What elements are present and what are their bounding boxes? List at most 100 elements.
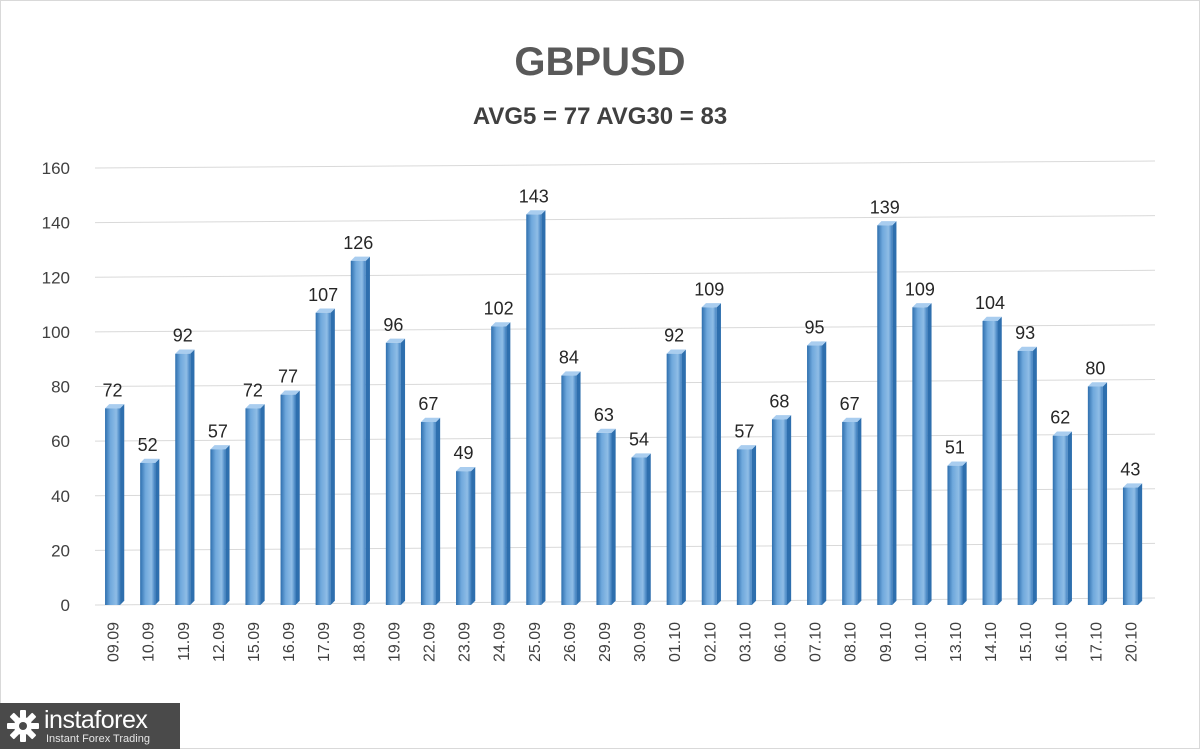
y-tick-label: 20 bbox=[51, 541, 70, 560]
bar-top bbox=[666, 349, 686, 354]
bar-top bbox=[807, 341, 827, 346]
bar-front bbox=[912, 307, 928, 605]
bar-side bbox=[506, 322, 511, 605]
bar bbox=[701, 303, 721, 605]
bar-top bbox=[105, 404, 125, 409]
bar bbox=[912, 303, 932, 605]
x-axis-ticks: 09.09 10.09 11.09 12.09 15.09 16.09 17.09 18.09… bbox=[106, 622, 1141, 662]
bar-side bbox=[260, 404, 265, 605]
gear-icon bbox=[7, 710, 39, 742]
bar-top bbox=[982, 316, 1002, 321]
bars bbox=[105, 210, 1143, 605]
x-tick-label: 25.09 bbox=[527, 622, 544, 662]
bar-side bbox=[365, 256, 370, 605]
data-label: 57 bbox=[734, 421, 754, 441]
gridline-6 bbox=[94, 269, 1156, 278]
x-tick-label: 10.09 bbox=[141, 622, 158, 662]
bar-front bbox=[947, 465, 963, 605]
data-label: 109 bbox=[905, 279, 935, 299]
x-tick-label: 02.10 bbox=[702, 622, 719, 662]
bar-top bbox=[771, 415, 792, 420]
bar-side bbox=[471, 466, 476, 605]
bar-side bbox=[295, 390, 300, 605]
x-tick-label: 29.09 bbox=[597, 622, 614, 662]
data-label: 67 bbox=[418, 394, 438, 414]
watermark-logo: instaforex Instant Forex Trading bbox=[0, 703, 180, 749]
bar-top bbox=[315, 308, 335, 313]
data-label: 77 bbox=[278, 367, 298, 387]
bar-front bbox=[1087, 386, 1103, 605]
bar-front bbox=[491, 326, 507, 605]
bar-side bbox=[1067, 431, 1072, 605]
bar bbox=[210, 445, 230, 605]
bar-front bbox=[736, 449, 752, 605]
watermark-name: instaforex bbox=[44, 706, 148, 734]
bar-side bbox=[1032, 346, 1037, 605]
x-tick-label: 19.09 bbox=[386, 622, 403, 662]
data-labels: 72 52 92 57 72 77 107 126 96 67 49 102 143 84 63 54 92 10… bbox=[103, 186, 1141, 479]
x-tick-label: 09.09 bbox=[106, 622, 123, 662]
x-tick-label: 16.09 bbox=[281, 622, 298, 662]
data-label: 92 bbox=[173, 326, 193, 346]
bar-side bbox=[576, 371, 581, 605]
gridline-7 bbox=[94, 215, 1156, 224]
x-tick-label: 12.09 bbox=[211, 622, 228, 662]
x-tick-label: 22.09 bbox=[421, 622, 438, 662]
chart-title: GBPUSD bbox=[514, 40, 686, 84]
bar-top bbox=[877, 221, 897, 226]
x-tick-label: 08.10 bbox=[843, 622, 860, 662]
bar-top bbox=[631, 453, 651, 458]
data-label: 43 bbox=[1120, 460, 1140, 480]
bar-side bbox=[646, 453, 651, 605]
x-tick-label: 16.10 bbox=[1053, 622, 1070, 662]
bar-side bbox=[1137, 483, 1143, 605]
bar-front bbox=[807, 345, 823, 605]
bar-side bbox=[155, 458, 160, 605]
bar-front bbox=[561, 375, 577, 605]
y-tick-label: 160 bbox=[42, 159, 70, 178]
gridline-0 bbox=[94, 597, 1156, 606]
y-tick-label: 120 bbox=[42, 268, 70, 287]
bar bbox=[947, 461, 967, 605]
gridline-5 bbox=[94, 324, 1156, 333]
x-tick-label: 15.09 bbox=[246, 622, 263, 662]
bar-top bbox=[175, 349, 195, 354]
data-label: 68 bbox=[769, 391, 789, 411]
bar bbox=[1017, 346, 1037, 605]
bar-top bbox=[1052, 431, 1072, 436]
bar-front bbox=[1017, 350, 1033, 605]
x-tick-label: 17.09 bbox=[316, 622, 333, 662]
data-label: 67 bbox=[840, 394, 860, 414]
bar-top bbox=[561, 371, 581, 376]
bar bbox=[315, 308, 335, 605]
bar-side bbox=[962, 461, 967, 605]
bar bbox=[175, 349, 195, 605]
bar-top bbox=[140, 458, 160, 463]
y-tick-label: 100 bbox=[42, 323, 70, 342]
bar-front bbox=[280, 394, 296, 605]
bar bbox=[561, 371, 581, 605]
bar-front bbox=[982, 320, 998, 605]
bar-front bbox=[701, 307, 717, 605]
x-tick-label: 20.10 bbox=[1123, 622, 1140, 662]
bar bbox=[631, 453, 651, 605]
bar-side bbox=[997, 316, 1002, 605]
bar-front bbox=[420, 422, 436, 605]
x-tick-label: 18.09 bbox=[351, 622, 368, 662]
x-tick-label: 09.10 bbox=[878, 622, 895, 662]
data-label: 126 bbox=[343, 233, 373, 253]
bar bbox=[982, 316, 1002, 605]
bar-front bbox=[385, 342, 401, 605]
y-tick-label: 80 bbox=[51, 378, 70, 397]
bar-top bbox=[912, 303, 932, 308]
bar-top bbox=[526, 210, 546, 215]
data-label: 52 bbox=[138, 435, 158, 455]
bar bbox=[456, 466, 476, 605]
bar-side bbox=[400, 338, 406, 605]
bar-side bbox=[330, 308, 335, 605]
bar-top bbox=[701, 303, 721, 308]
bar-top bbox=[947, 461, 967, 466]
bar-front bbox=[842, 422, 858, 605]
data-label: 51 bbox=[945, 438, 965, 458]
